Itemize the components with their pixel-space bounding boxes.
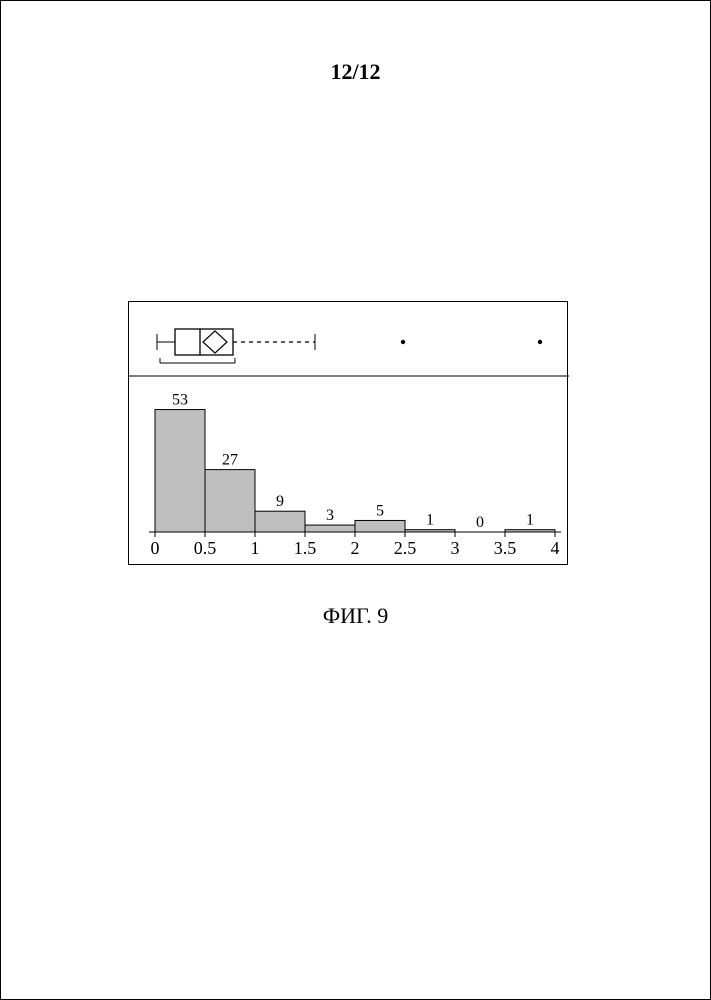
x-tick-label: 3 <box>451 538 460 558</box>
bar-label: 27 <box>222 452 238 469</box>
hist-bar <box>155 410 205 532</box>
x-tick-label: 1.5 <box>294 538 317 558</box>
bar-label: 53 <box>172 392 188 409</box>
hist-bar <box>305 525 355 532</box>
hist-bar <box>205 470 255 532</box>
x-tick-label: 2 <box>351 538 360 558</box>
x-tick-label: 0 <box>151 538 160 558</box>
bar-label: 5 <box>376 502 384 519</box>
x-tick-label: 1 <box>251 538 260 558</box>
x-tick-label: 3.5 <box>494 538 517 558</box>
x-tick-label: 4 <box>551 538 560 558</box>
x-tick-label: 0.5 <box>194 538 217 558</box>
bar-label: 0 <box>476 514 484 531</box>
bar-label: 9 <box>276 493 284 510</box>
x-tick-label: 2.5 <box>394 538 417 558</box>
hist-bar <box>355 520 405 532</box>
histogram-boxplot-chart: 53 27 9 3 5 1 0 1 0 0.5 1 1.5 2 2.5 3 3.5 4 <box>129 302 569 566</box>
bar-label: 3 <box>326 507 334 524</box>
bar-label: 1 <box>526 512 534 529</box>
hist-bar <box>255 511 305 532</box>
figure-caption: ФИГ. 9 <box>1 603 710 629</box>
bar-label: 1 <box>426 512 434 529</box>
page-number: 12/12 <box>1 59 710 85</box>
page: 12/12 53 27 9 3 5 1 0 1 0 0.5 1 1.5 2 2.5 3 3.5 4 ФИГ. 9 <box>0 0 711 1000</box>
figure-frame: 53 27 9 3 5 1 0 1 0 0.5 1 1.5 2 2.5 3 3.5 4 <box>128 301 568 565</box>
